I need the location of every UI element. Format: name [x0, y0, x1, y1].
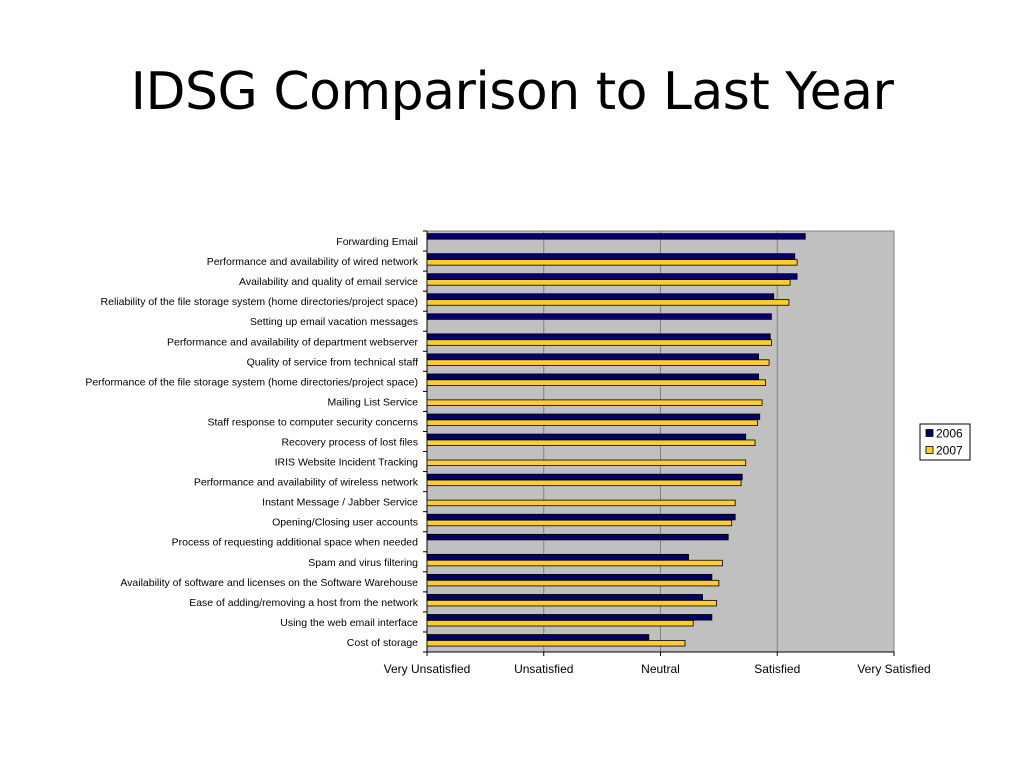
- category-label: Ease of adding/removing a host from the …: [189, 597, 419, 609]
- bar-2007: [426, 439, 756, 446]
- bar-2006: [426, 333, 771, 340]
- bar-2006: [426, 433, 747, 441]
- bar-2006: [426, 513, 736, 521]
- category-label: Forwarding Email: [336, 236, 418, 248]
- category-label: Availability and quality of email servic…: [239, 276, 418, 288]
- legend-swatch-2007: [925, 446, 934, 454]
- bar-2006: [426, 293, 775, 300]
- category-label: Performance and availability of wireless…: [194, 477, 419, 489]
- bar-2007: [426, 640, 686, 647]
- x-tick-label: Unsatisfied: [514, 662, 573, 676]
- bar-2007: [426, 499, 736, 507]
- bar-2007: [426, 259, 798, 266]
- category-label: Cost of storage: [347, 637, 418, 649]
- legend-swatch-2006: [925, 429, 934, 437]
- category-label: Availability of software and licenses on…: [120, 577, 418, 589]
- category-label: Reliability of the file storage system (…: [101, 296, 418, 308]
- bar-2006: [426, 413, 761, 421]
- category-label: Performance and availability of wired ne…: [207, 256, 419, 268]
- category-label: Setting up email vacation messages: [250, 316, 418, 328]
- bar-2007: [426, 459, 747, 467]
- bar-2006: [426, 273, 798, 280]
- bar-2006: [426, 574, 713, 581]
- x-tick-label: Satisfied: [754, 662, 800, 676]
- category-label: Spam and virus filtering: [308, 557, 418, 569]
- bar-2007: [426, 419, 758, 426]
- x-tick-label: Very Unsatisfied: [384, 662, 471, 676]
- bar-2006: [426, 553, 689, 561]
- category-label: Staff response to computer security conc…: [208, 416, 419, 428]
- category-label: Recovery process of lost files: [281, 437, 418, 449]
- bar-2007: [426, 519, 733, 527]
- category-label: Quality of service from technical staff: [247, 356, 418, 368]
- bar-2007: [426, 620, 694, 627]
- bar-2006: [426, 614, 713, 621]
- x-tick-label: Neutral: [641, 662, 680, 676]
- bar-2006: [426, 634, 650, 641]
- bar-2006: [426, 353, 759, 360]
- x-tick-label: Very Satisfied: [857, 662, 930, 676]
- category-label: Performance of the file storage system (…: [85, 376, 418, 388]
- bar-2006: [426, 594, 703, 601]
- bar-2007: [426, 279, 791, 286]
- bar-2007: [426, 559, 723, 567]
- legend: 2006 2007: [919, 423, 971, 461]
- category-label: Performance and availability of departme…: [167, 336, 418, 348]
- bar-2007: [426, 599, 717, 607]
- bar-2007: [426, 479, 742, 487]
- category-label: IRIS Website Incident Tracking: [275, 457, 419, 469]
- bar-2006: [426, 313, 772, 320]
- bar-2007: [426, 299, 790, 306]
- category-label: Opening/Closing user accounts: [272, 517, 418, 529]
- category-label: Instant Message / Jabber Service: [262, 497, 418, 509]
- bar-2006: [426, 373, 759, 380]
- category-label: Process of requesting additional space w…: [172, 537, 418, 549]
- bar-2006: [426, 253, 796, 260]
- bar-2006: [426, 533, 729, 541]
- bar-2006: [426, 473, 743, 481]
- legend-label: 2007: [936, 444, 963, 458]
- bar-2007: [426, 379, 766, 386]
- slide-title: IDSG Comparison to Last Year: [130, 62, 894, 122]
- category-label: Mailing List Service: [328, 396, 419, 408]
- bar-2006: [426, 233, 806, 240]
- category-label: Using the web email interface: [280, 617, 418, 629]
- bar-2007: [426, 339, 772, 346]
- bar-2007: [426, 579, 720, 587]
- legend-label: 2006: [936, 427, 963, 441]
- plot-area: Forwarding Email Performance and availabi…: [85, 230, 931, 676]
- bar-2007: [426, 359, 770, 366]
- bar-2007: [426, 399, 763, 406]
